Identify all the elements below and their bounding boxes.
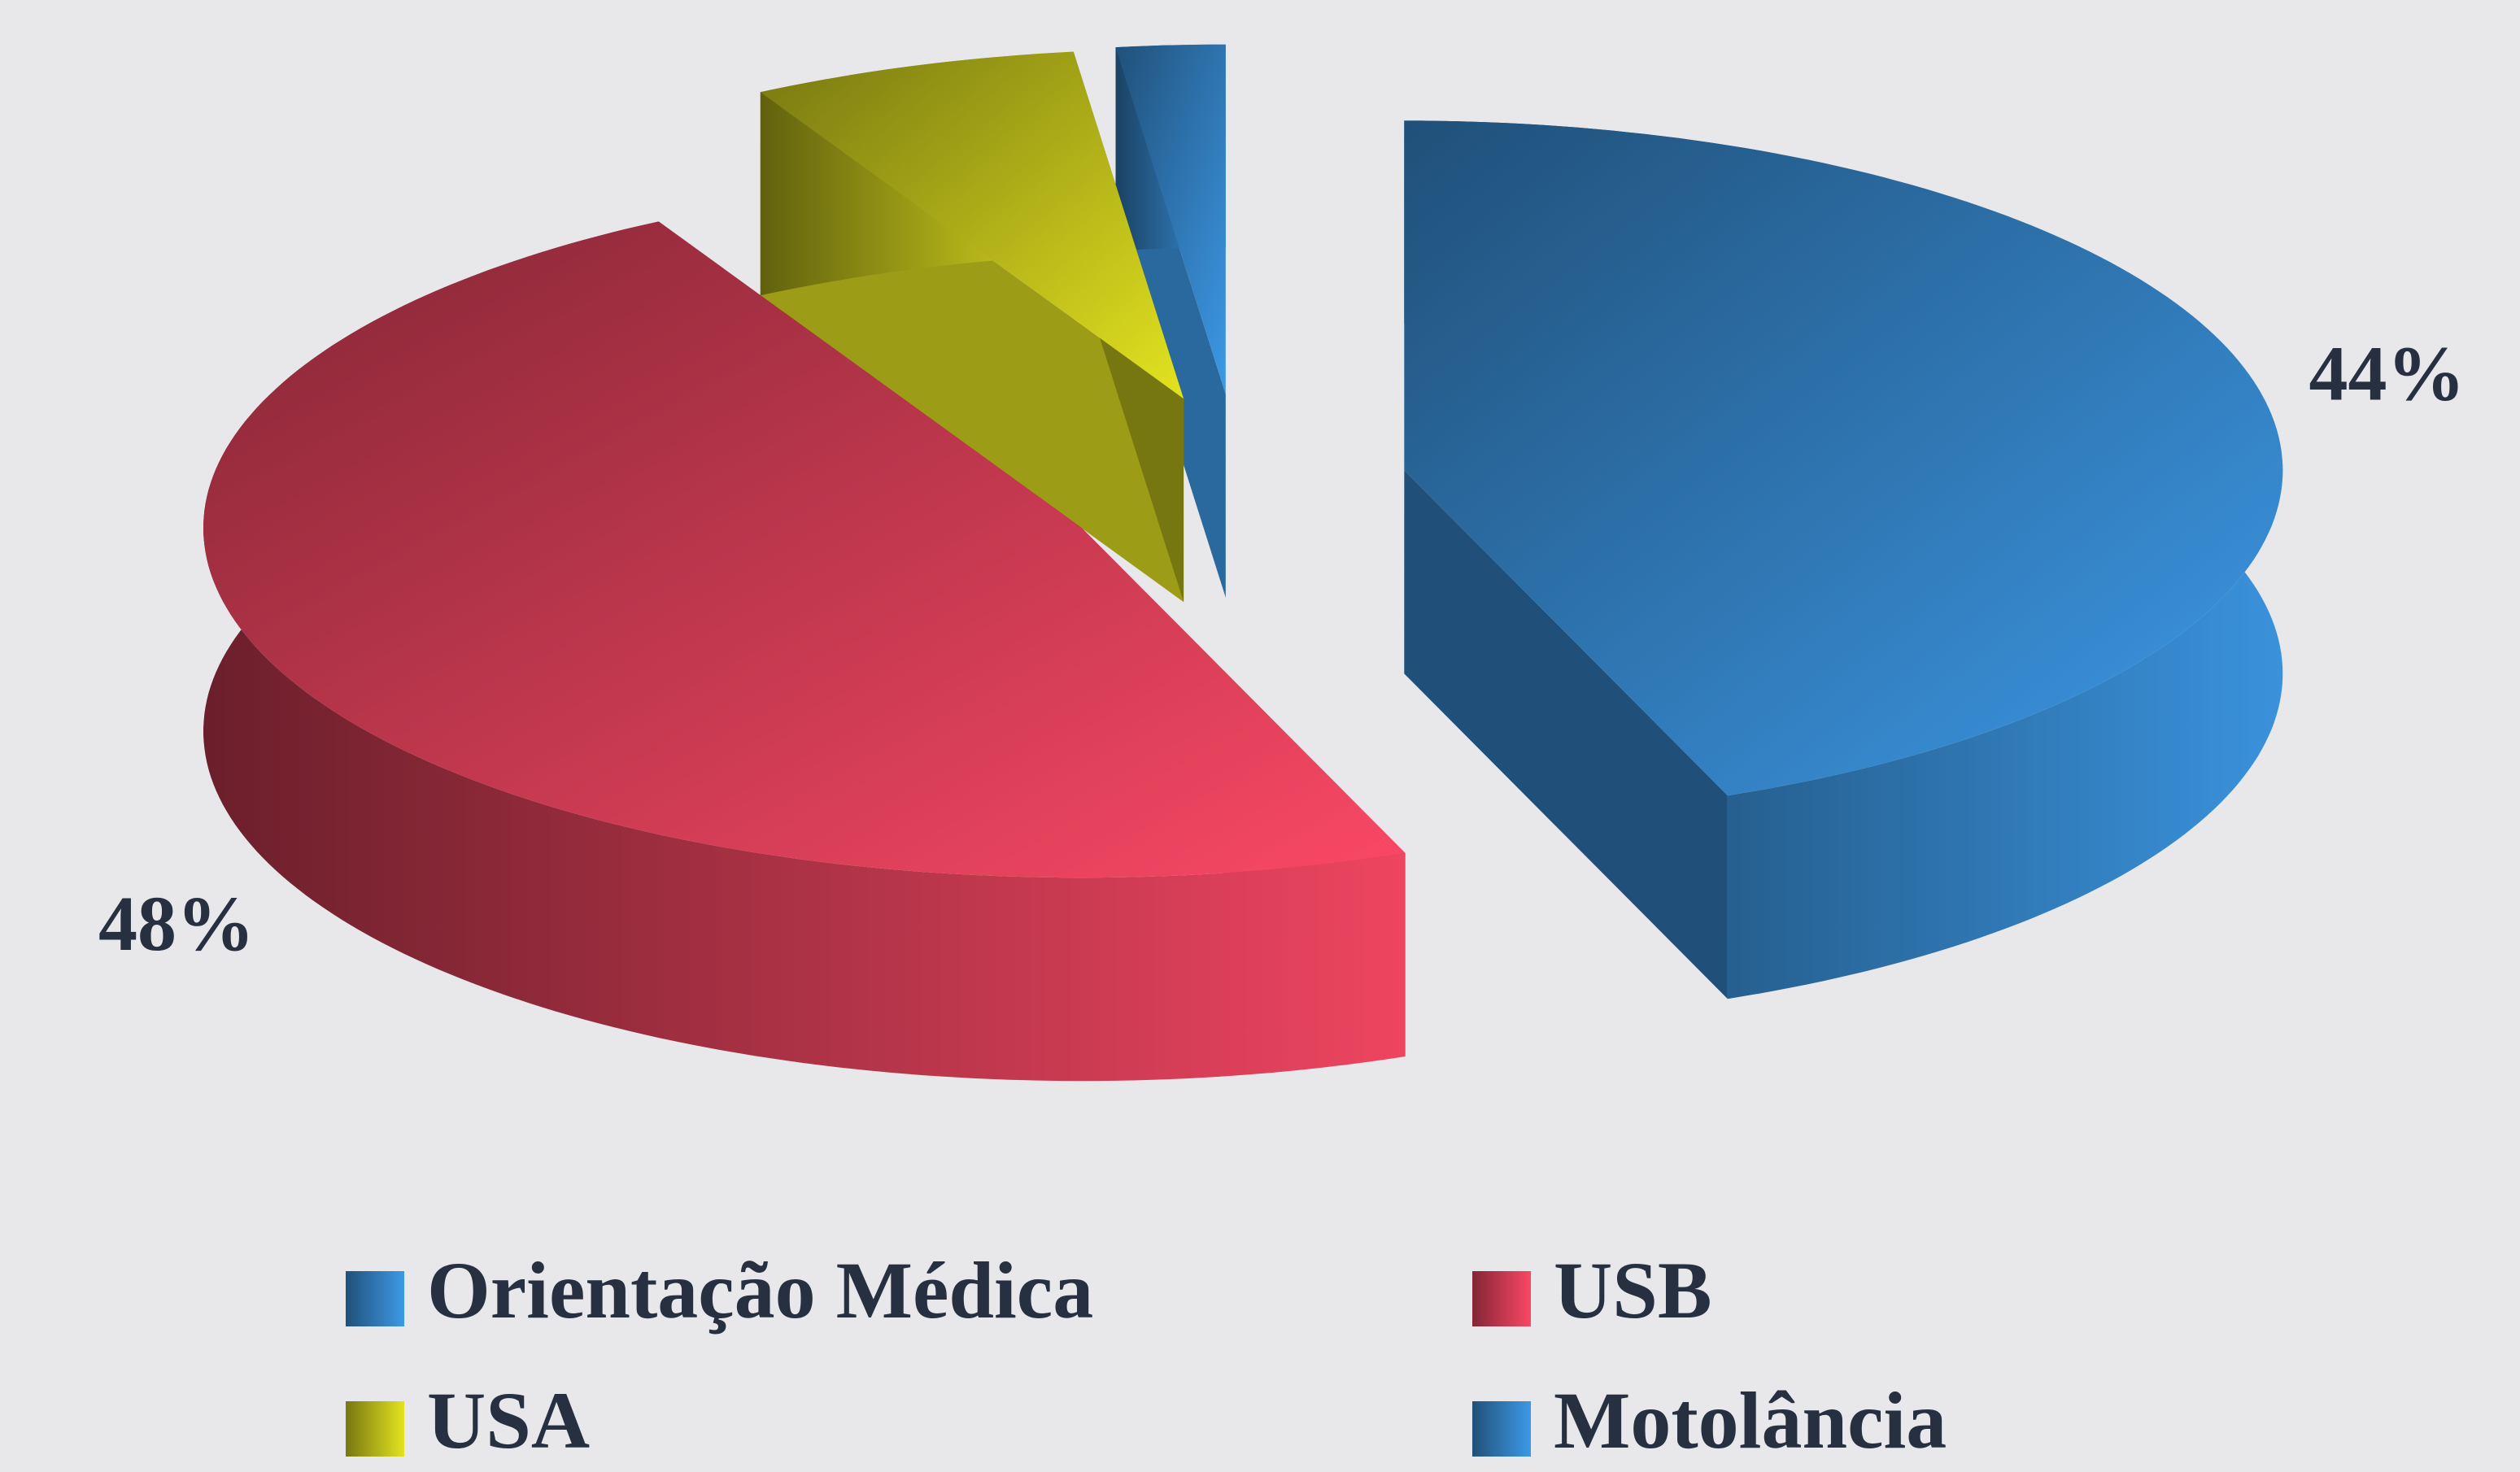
pie: 2%6%44%48% [98,44,2465,1082]
legend-marker [346,1271,404,1326]
legend-marker [346,1401,404,1457]
legend-marker [1472,1271,1531,1326]
legend: Orientação Médica USB USA Motolância [346,1245,1947,1465]
data-label: 48% [98,880,255,967]
legend-marker [1472,1401,1531,1457]
legend-label: USB [1554,1245,1712,1335]
slice-top [1115,44,1226,394]
slice-top [1404,120,2283,796]
slice-cut-face [1404,470,1728,999]
slice-top [760,51,1184,399]
legend-label: Motolância [1554,1375,1947,1465]
data-label: 44% [2309,330,2465,417]
legend-label: USA [427,1375,590,1465]
legend-label: Orientação Médica [427,1245,1093,1335]
slice-top [203,221,1406,878]
